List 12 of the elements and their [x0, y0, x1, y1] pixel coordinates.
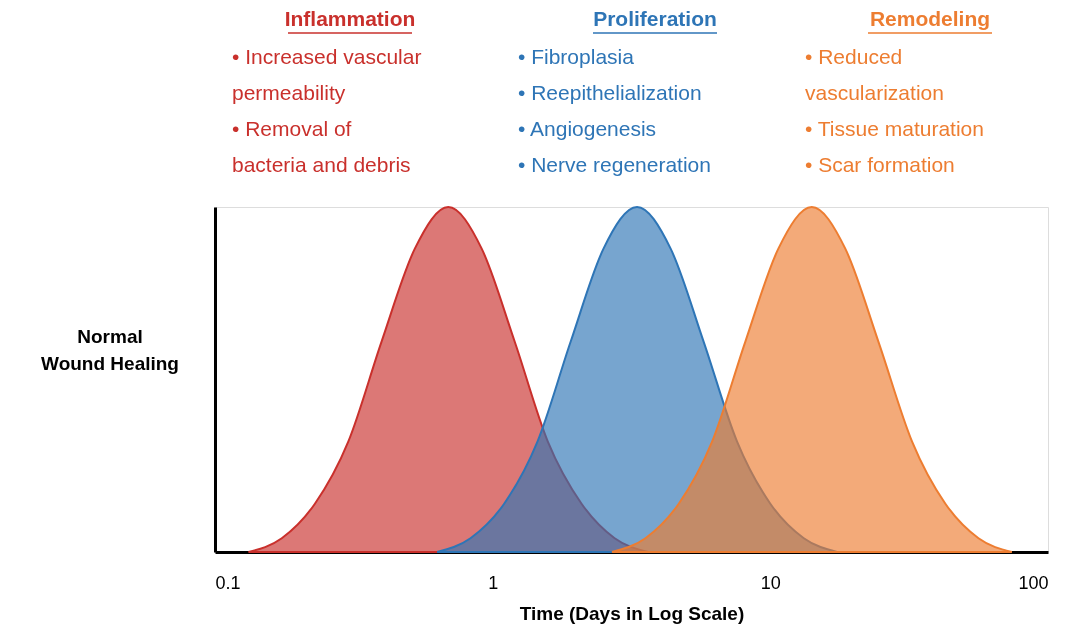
text: Remodeling	[869, 7, 991, 30]
x-tick-label: 100	[1018, 572, 1049, 593]
text: • Reduced vascularization • Tissue maturation • Scar formation	[805, 45, 984, 176]
x-tick-label: 10	[760, 572, 781, 593]
x-tick-label: 1	[488, 572, 499, 593]
text: Inflammation	[284, 7, 416, 30]
text: Proliferation	[593, 7, 717, 30]
text: • Fibroplasia • Reepithelialization • Angiogenesis • Nerve regeneration	[518, 45, 711, 176]
x-tick-label: 0.1	[215, 572, 241, 593]
text: • Increased vascular permeability • Removal of bacteria and debris	[232, 45, 422, 176]
x-axis-title: Time (Days in Log Scale)	[519, 602, 745, 624]
y-axis-title: Normal Wound Healing	[41, 326, 179, 374]
